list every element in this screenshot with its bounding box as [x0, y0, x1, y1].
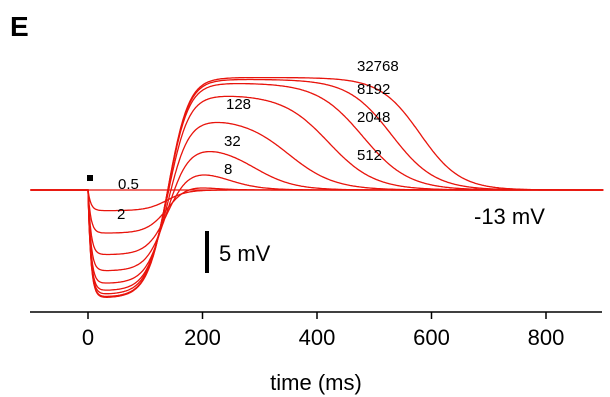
trace-32768: [30, 76, 604, 298]
x-axis-ticks: 0 200 400 600 800: [82, 312, 564, 350]
x-tick-label: 600: [413, 325, 450, 350]
series-label-2048: 2048: [357, 109, 390, 126]
series-label-32768: 32768: [357, 58, 399, 75]
series-label-8: 8: [224, 161, 232, 178]
series-label-0.5: 0.5: [118, 176, 139, 193]
series-label-32: 32: [224, 133, 241, 150]
stimulus-marker: [87, 175, 93, 181]
x-tick-label: 200: [184, 325, 221, 350]
series-label-128: 128: [226, 96, 251, 113]
trace-512: [30, 95, 604, 291]
series-label-512: 512: [357, 147, 382, 164]
series-label-8192: 8192: [357, 81, 390, 98]
x-axis-label: time (ms): [270, 370, 362, 395]
x-tick-label: 0: [82, 325, 94, 350]
x-tick-label: 400: [299, 325, 336, 350]
x-tick-label: 800: [528, 325, 565, 350]
series-label-2: 2: [117, 206, 125, 223]
panel-label: E: [10, 11, 29, 42]
voltage-traces: [30, 76, 604, 298]
trace-128: [30, 121, 604, 284]
baseline-voltage-label: -13 mV: [474, 204, 545, 229]
scale-bar-label: 5 mV: [219, 241, 271, 266]
